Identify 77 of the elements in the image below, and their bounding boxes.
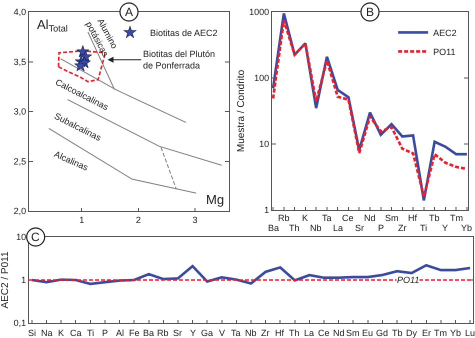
x-tick-label: Fe [129,328,140,338]
y-tick-label: 2,5 [14,156,26,166]
x-tick-label: Tb [429,213,440,223]
x-tick-label: Th [289,223,300,233]
x-tick-label: La [304,328,314,338]
x-tick-label: P [378,223,384,233]
x-tick-label: Nd [333,328,345,338]
x-tick-label: Zr [261,328,270,338]
x-tick-label: Er [422,328,432,338]
x-tick-label: Rb [157,328,169,338]
x-tick-label: Sr [355,223,364,233]
y-axis-title: Muestra / Condrito [236,69,247,152]
x-tick-label: La [333,223,344,233]
y-tick-label: 2,0 [14,206,26,216]
y-tick-label: 10 [16,232,26,242]
x-tick-label: Ga [201,328,214,338]
x-tick-label: 3 [192,214,198,225]
x-tick-label: Gd [376,328,388,338]
x-tick-label: Th [289,328,300,338]
annotation: Biotitas del Plutón de Ponferrada [143,49,216,71]
x-tick-label: 2 [136,214,141,225]
x-tick-label: Hf [408,213,418,223]
x-tick-label: Ce [342,213,354,223]
x-tick-label: Nb [310,223,322,233]
x-tick-label: Ti [420,223,428,233]
x-tick-label: Nd [364,213,376,223]
x-tick-label: Ce [318,328,330,338]
chart-title: B [366,5,374,19]
x-tick-label: Dy [406,328,418,338]
x-tick-label: 1 [79,214,84,225]
x-tick-label: Ba [268,223,280,233]
x-tick-label: Si [28,328,36,338]
x-tick-label: Lu [465,328,475,338]
y-tick-label: 3,5 [14,56,26,67]
x-tick-label: K [302,213,308,223]
x-tick-label: Ta [231,328,241,338]
x-tick-label: Tm [434,328,447,338]
y-tick-label: 1 [21,275,26,286]
x-tick-label: Ca [70,328,82,338]
x-axis-title: Mg [206,192,224,207]
chart-title: C [31,230,40,244]
ref-line-label: PO11 [397,275,420,285]
x-tick-label: Ta [322,213,332,223]
x-tick-label: P [102,328,108,338]
x-tick-label: Ti [87,328,94,338]
y-axis-title: AEC2 / P011 [0,251,11,309]
x-tick-label: Tm [450,213,463,223]
x-tick-label: Ba [143,328,154,338]
x-tick-label: Tb [392,328,403,338]
x-tick-label: V [219,328,226,338]
x-tick-label: Rb [278,213,290,223]
legend-label: PO11 [433,46,456,57]
x-tick-label: Yb [461,223,472,233]
y-tick-label: 1000 [249,7,270,18]
x-tick-label: Sr [173,328,182,338]
x-tick-label: Al [116,328,124,338]
x-tick-label: K [58,328,64,338]
x-tick-label: Na [41,328,53,338]
x-tick-label: Sm [346,328,360,338]
y-tick-label: 0,1 [14,318,26,328]
legend-label: Biotitas de AEC2 [150,28,218,38]
chart-title: A [125,5,134,19]
y-tick-label: 100 [254,73,270,84]
x-tick-label: Hf [275,328,284,338]
y-tick-label: 3,0 [14,106,26,117]
x-tick-label: Y [442,223,448,233]
x-tick-label: Eu [362,328,374,338]
x-tick-label: Sm [385,213,398,223]
x-tick-label: Y [190,328,196,338]
y-tick-label: 10 [259,139,270,150]
x-tick-label: Zr [398,223,406,233]
y-tick-label: 4,0 [14,7,26,18]
y-tick-label: 1 [264,205,270,216]
y-axis-title: Al$_{Total}$ [37,17,68,34]
x-tick-label: Nb [245,328,257,338]
legend-label: AEC2 [433,28,457,38]
x-tick-label: Yb [450,328,462,338]
